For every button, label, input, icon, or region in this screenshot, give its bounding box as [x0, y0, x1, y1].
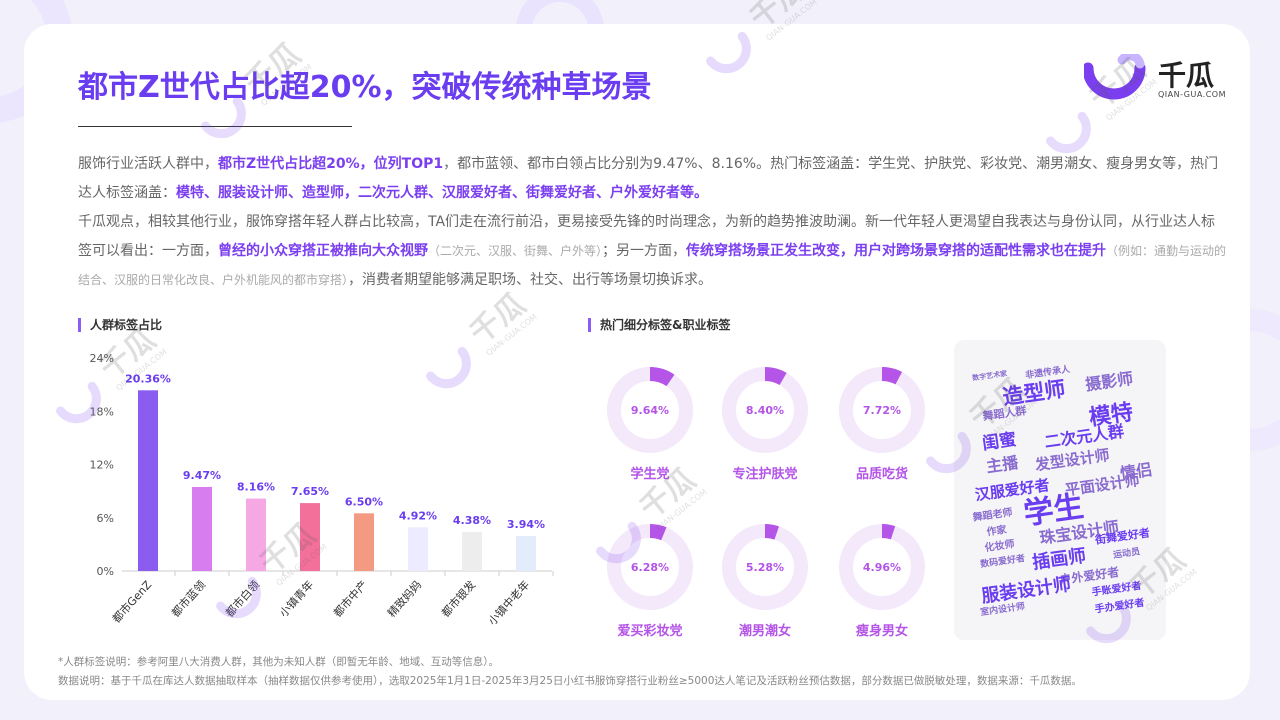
bar-value-label: 9.47%: [183, 469, 221, 482]
donut-category-label: 专注护肤党: [732, 466, 797, 482]
y-tick-label: 0%: [97, 565, 114, 578]
bar-value-label: 6.50%: [345, 495, 383, 508]
donut-value-label: 9.64%: [631, 404, 669, 417]
opinion-text: 千瓜观点，相较其他行业，服饰穿搭年轻人群占比较高，TA们走在流行前沿，更易接受先…: [78, 214, 1216, 259]
bar-value-label: 4.38%: [453, 514, 491, 527]
summary-paragraph: 服饰行业活跃人群中，都市Z世代占比超20%，位列TOP1，都市蓝领、都市白领占比…: [78, 150, 1228, 208]
crowd-tags-bar-chart: 0% 6% 12% 18% 24% 20.36% 都市GenZ 9.47% 都市蓝领 8.16% 都…: [90, 352, 554, 628]
summary-text: ，都市蓝领、都市白领占比分别为9.47%、8.16%。热门标签涵盖：学生党、护肤…: [78, 156, 1219, 201]
donut-value-label: 4.96%: [863, 561, 901, 574]
crowd-tags-section-label: 人群标签占比: [78, 318, 162, 332]
donut-category-label: 品质吃货: [856, 466, 908, 482]
x-category-label: 都市白领: [222, 578, 262, 620]
bar: [408, 527, 428, 571]
donut-value-label: 5.28%: [746, 561, 784, 574]
logo-subtitle: QIAN-GUA.COM: [1158, 90, 1227, 99]
opinion-text: ；另一方面，: [602, 243, 687, 259]
opinion-highlight: 传统穿搭场景正发生改变，用户对跨场景穿搭的适配性需求也在提升: [686, 243, 1107, 259]
bar: [300, 503, 320, 571]
summary-highlight: 模特、服装设计师、造型师，二次元人群、汉服爱好者、街舞爱好者、户外爱好者等。: [176, 185, 708, 201]
y-tick-label: 24%: [90, 352, 114, 365]
x-category-label: 都市蓝领: [168, 578, 208, 620]
bar: [138, 390, 158, 571]
donut-value-label: 6.28%: [631, 561, 669, 574]
opinion-highlight: 曾经的小众穿搭正被推向大众视野: [218, 243, 428, 259]
bar: [462, 532, 482, 571]
bar: [192, 486, 212, 571]
bar-value-label: 4.92%: [399, 509, 437, 522]
hot-tags-donut-charts: 9.64% 学生党 8.40% 专注护肤党 7.72% 品质吃货 6.28% 爱买彩妆党 5.2…: [607, 367, 925, 639]
donut-slice: [764, 367, 787, 386]
donut-slice: [649, 524, 667, 541]
donut-slice: [881, 524, 896, 540]
x-category-label: 都市中产: [330, 578, 370, 620]
bar: [354, 513, 374, 571]
opinion-note: （例如：通勤与运动的结合、汉服的日常化改良、户外机能风的都市穿搭）: [78, 244, 1227, 287]
x-category-label: 小镇中老年: [485, 578, 532, 628]
footer-crowd-note: *人群标签说明：参考阿里八大消费人群，其他为未知人群（即暂无年龄、地域、互动等信…: [58, 656, 499, 668]
x-category-label: 精致妈妈: [384, 578, 424, 620]
y-tick-label: 12%: [90, 459, 114, 472]
opinion-text: ，消费者期望能够满足职场、社交、出行等场景切换诉求。: [348, 272, 713, 288]
donut-category-label: 潮男潮女: [739, 623, 791, 639]
summary-text: 服饰行业活跃人群中，: [78, 156, 218, 172]
summary-highlight: 都市Z世代占比超20%，位列TOP1: [218, 156, 444, 172]
x-category-label: 都市银发: [438, 578, 478, 620]
donut-slice: [649, 367, 675, 387]
x-category-label: 都市GenZ: [109, 577, 154, 625]
bar-value-label: 3.94%: [507, 518, 545, 531]
donut-slice: [764, 524, 780, 540]
donut-value-label: 8.40%: [746, 404, 784, 417]
y-tick-label: 6%: [97, 512, 114, 525]
donut-slice: [881, 367, 903, 385]
bar: [516, 536, 536, 571]
bar-value-label: 7.65%: [291, 485, 329, 498]
opinion-paragraph: 千瓜观点，相较其他行业，服饰穿搭年轻人群占比较高，TA们走在流行前沿，更易接受先…: [78, 208, 1228, 295]
donut-category-label: 爱买彩妆党: [617, 623, 682, 639]
y-tick-label: 18%: [90, 405, 114, 418]
page-title: 都市Z世代占比超20%，突破传统种草场景: [78, 70, 652, 105]
donut-value-label: 7.72%: [863, 404, 901, 417]
wordcloud-panel: [954, 340, 1166, 640]
donut-category-label: 学生党: [630, 466, 669, 482]
logo-name: 千瓜: [1158, 59, 1215, 92]
donut-category-label: 瘦身男女: [856, 623, 908, 639]
bar-value-label: 8.16%: [237, 481, 275, 494]
title-underline: [78, 126, 352, 127]
footer-data-note: 数据说明：基于千瓜在库达人数据抽取样本（抽样数据仅供参考使用），选取2025年1…: [58, 675, 1082, 687]
bar-value-label: 20.36%: [125, 372, 171, 385]
opinion-note: （二次元、汉服、街舞、户外等）: [428, 244, 603, 258]
qiangua-logo: [1084, 54, 1146, 100]
hot-tags-section-label: 热门细分标签&职业标签: [588, 318, 730, 332]
bar: [246, 498, 266, 571]
x-category-label: 小镇青年: [276, 578, 316, 620]
